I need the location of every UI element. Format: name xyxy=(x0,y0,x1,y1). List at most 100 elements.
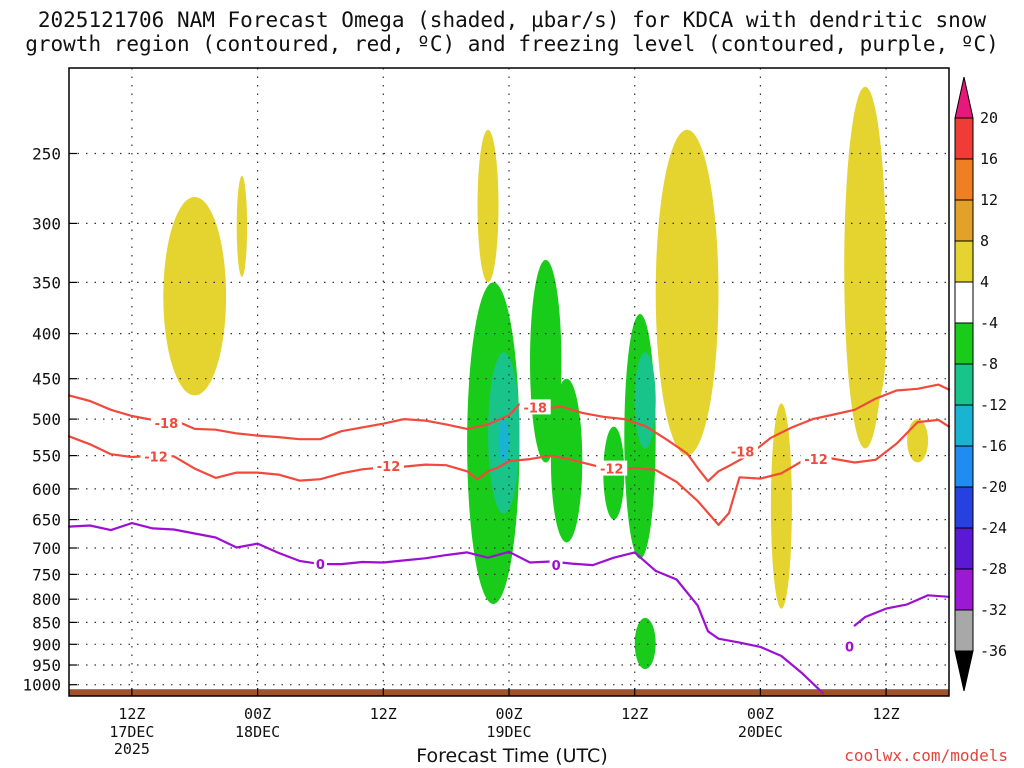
contour-line-1 xyxy=(67,418,951,526)
colorbar-label-2: 12 xyxy=(980,191,998,209)
x-tick-label-2: 12Z xyxy=(370,705,397,723)
chart-title-line-2: growth region (contoured, red, ºC) and f… xyxy=(25,32,999,56)
omega-region-16 xyxy=(634,352,656,449)
x-axis-label: Forecast Time (UTC) xyxy=(416,745,608,767)
x-tick-date-0: 17DEC xyxy=(109,723,154,741)
contour-label-bg-2-1 xyxy=(549,557,563,573)
contour-label-1-0: -12 xyxy=(144,450,168,465)
omega-region-2 xyxy=(477,129,499,283)
x-tick-date-3: 19DEC xyxy=(486,723,531,741)
colorbar-label-10: -24 xyxy=(980,519,1007,537)
omega-region-6 xyxy=(865,271,887,404)
chart-title-line-1: 2025121706 NAM Forecast Omega (shaded, µ… xyxy=(37,8,987,32)
y-tick-label-950: 950 xyxy=(32,656,61,675)
omega-shading xyxy=(163,86,929,670)
x-tick-label-3: 00Z xyxy=(495,705,522,723)
colorbar-under-arrow xyxy=(954,650,974,692)
colorbar-band-10 xyxy=(954,527,974,570)
colorbar-label-7: -12 xyxy=(980,396,1007,414)
contour-label-bg-0-0 xyxy=(150,414,182,430)
y-tick-label-850: 850 xyxy=(32,613,61,632)
x-tick-label-6: 12Z xyxy=(873,705,900,723)
contour-label-2-1: 0 xyxy=(552,559,561,574)
contour-labels: -18 -18 -18 -12 -12 -12 -12 0 0 0 xyxy=(140,399,856,655)
y-tick-label-900: 900 xyxy=(32,635,61,654)
y-axis: 250 300 350 400 450 500 550 600 650 700 750 800 850 9… xyxy=(22,145,77,695)
x-tick-date-1: 18DEC xyxy=(235,723,280,741)
x-tick-year-0: 2025 xyxy=(114,740,150,758)
colorbar-band-11 xyxy=(954,568,974,611)
colorbar-label-13: -36 xyxy=(980,642,1007,660)
x-tick-label-5: 00Z xyxy=(747,705,774,723)
contour-label-0-1: -18 xyxy=(523,401,547,416)
omega-region-15 xyxy=(498,419,509,463)
colorbar-label-8: -16 xyxy=(980,437,1007,455)
colorbar-band-5 xyxy=(954,322,974,365)
colorbar-label-1: 16 xyxy=(980,150,998,168)
colorbar-over-arrow xyxy=(954,76,974,119)
contour-label-bg-1-3 xyxy=(800,451,832,467)
omega-region-10 xyxy=(550,378,583,543)
omega-region-4 xyxy=(770,403,792,609)
contour-label-bg-0-1 xyxy=(519,399,551,415)
contour-label-bg-0-2 xyxy=(727,443,759,459)
colorbar-band-0 xyxy=(954,117,974,160)
colorbar-band-9 xyxy=(954,486,974,529)
colorbar-band-4 xyxy=(954,281,974,324)
colorbar-label-6: -8 xyxy=(980,355,998,373)
colorbar: 20 16 12 8 4 -4 -8 -12 -16 -20 -24 -28 -32 -36 xyxy=(954,76,1007,692)
y-tick-label-400: 400 xyxy=(32,325,61,344)
contour-label-bg-2-0 xyxy=(313,556,327,572)
contour-label-bg-2-2 xyxy=(843,638,856,654)
y-tick-label-250: 250 xyxy=(32,145,61,164)
contour-label-2-0: 0 xyxy=(316,558,325,573)
colorbar-band-2 xyxy=(954,199,974,242)
y-tick-label-800: 800 xyxy=(32,590,61,609)
x-tick-label-1: 00Z xyxy=(244,705,271,723)
colorbar-band-6 xyxy=(954,363,974,406)
contour-line-2 xyxy=(67,522,825,695)
y-tick-label-500: 500 xyxy=(32,410,61,429)
contour-label-1-2: -12 xyxy=(600,463,624,478)
colorbar-band-12 xyxy=(954,609,974,652)
x-tick-label-4: 12Z xyxy=(621,705,648,723)
omega-region-7 xyxy=(907,419,929,463)
y-tick-label-700: 700 xyxy=(32,539,61,558)
y-tick-label-450: 450 xyxy=(32,370,61,389)
colorbar-label-11: -28 xyxy=(980,560,1007,578)
x-tick-date-5: 20DEC xyxy=(738,723,783,741)
omega-region-3 xyxy=(655,129,719,456)
colorbar-label-5: -4 xyxy=(980,314,998,332)
colorbar-label-0: 20 xyxy=(980,109,998,127)
y-tick-label-550: 550 xyxy=(32,447,61,466)
colorbar-label-9: -20 xyxy=(980,478,1007,496)
contour-label-0-0: -18 xyxy=(155,417,179,432)
contour-label-2-2: 0 xyxy=(845,640,854,655)
colorbar-label-3: 8 xyxy=(980,232,989,250)
colorbar-band-3 xyxy=(954,240,974,283)
omega-region-13 xyxy=(634,617,656,670)
contour-line-3 xyxy=(853,594,951,627)
contour-label-1-3: -12 xyxy=(804,453,828,468)
y-tick-label-600: 600 xyxy=(32,480,61,499)
y-tick-label-350: 350 xyxy=(32,273,61,292)
site-credit: coolwx.com/models xyxy=(844,746,1008,765)
contour-label-1-1: -12 xyxy=(377,460,401,475)
y-tick-label-1000: 1000 xyxy=(22,676,61,695)
colorbar-band-7 xyxy=(954,404,974,447)
colorbar-label-12: -32 xyxy=(980,601,1007,619)
x-tick-label-0: 12Z xyxy=(118,705,145,723)
colorbar-band-8 xyxy=(954,445,974,488)
contour-label-0-2: -18 xyxy=(731,445,755,460)
colorbar-label-4: 4 xyxy=(980,273,989,291)
contour-label-bg-1-0 xyxy=(140,448,172,464)
omega-region-1 xyxy=(236,175,248,277)
y-tick-label-750: 750 xyxy=(32,565,61,584)
y-tick-label-300: 300 xyxy=(32,214,61,233)
colorbar-band-1 xyxy=(954,158,974,201)
contour-label-bg-1-1 xyxy=(373,457,404,473)
contour-label-bg-1-2 xyxy=(596,460,628,476)
y-tick-label-650: 650 xyxy=(32,511,61,530)
